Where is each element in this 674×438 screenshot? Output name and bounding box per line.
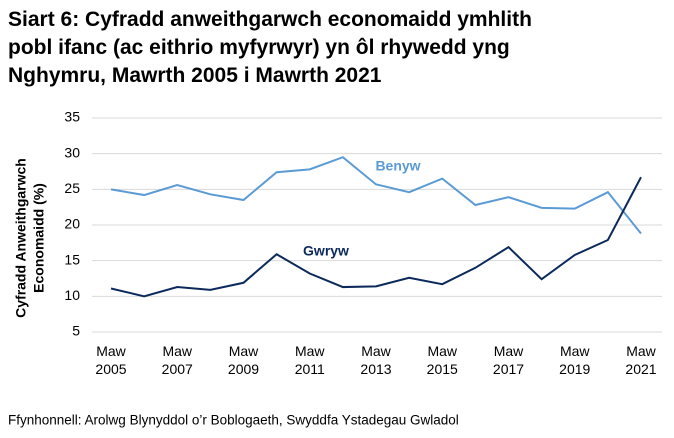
x-tick-label-line: Maw xyxy=(96,343,126,359)
x-tick-label: Maw 2019 xyxy=(559,343,590,377)
x-tick-label-line: Maw xyxy=(162,343,192,359)
x-tick-label-line: Maw xyxy=(229,343,259,359)
y-tick-label: 10 xyxy=(64,287,80,303)
x-tick-label-line: 2007 xyxy=(162,361,193,377)
x-tick-label: Maw 2005 xyxy=(95,343,126,377)
series-label: Gwryw xyxy=(303,243,349,259)
x-tick-label-line: 2011 xyxy=(295,361,325,377)
x-tick-label-line: 2019 xyxy=(559,361,590,377)
y-tick-label: 35 xyxy=(64,109,80,125)
x-tick-label-line: Maw xyxy=(427,343,457,359)
x-tick-label: Maw 2021 xyxy=(625,343,656,377)
x-tick-label: Maw 2011 xyxy=(295,343,326,377)
x-tick-label: Maw 2013 xyxy=(360,343,391,377)
series-line xyxy=(110,176,642,298)
y-tick-label: 5 xyxy=(72,323,80,339)
series-label: Benyw xyxy=(375,158,420,174)
x-tick-label-line: Maw xyxy=(626,343,656,359)
x-tick-label-line: Maw xyxy=(361,343,391,359)
x-tick-label-line: 2017 xyxy=(493,361,524,377)
x-tick-label-line: Maw xyxy=(295,343,325,359)
y-axis-label: Economaidd (%) xyxy=(31,183,47,293)
y-tick-label: 30 xyxy=(64,144,80,160)
y-tick-label: 20 xyxy=(64,216,80,232)
x-tick-label-line: Maw xyxy=(494,343,524,359)
x-tick-label-line: 2005 xyxy=(95,361,126,377)
x-tick-label: Maw 2015 xyxy=(427,343,458,377)
chart-title: Siart 6: Cyfradd anweithgarwch economaid… xyxy=(8,8,532,31)
source-note: Ffynhonnell: Arolwg Blynyddol o’r Boblog… xyxy=(8,413,459,428)
x-tick-label-line: 2015 xyxy=(427,361,458,377)
chart-title: pobl ifanc (ac eithrio myfyrwyr) yn ôl r… xyxy=(8,36,510,59)
x-tick-label: Maw 2007 xyxy=(162,343,193,377)
y-tick-label: 25 xyxy=(64,180,80,196)
series-line xyxy=(110,156,642,235)
x-tick-label-line: 2013 xyxy=(360,361,391,377)
x-tick-label-line: 2009 xyxy=(228,361,259,377)
x-tick-label: Maw 2009 xyxy=(228,343,259,377)
y-axis-label: Cyfradd Anweithgarwch xyxy=(13,158,29,318)
x-tick-label: Maw 2017 xyxy=(493,343,524,377)
chart-title: Nghymru, Mawrth 2005 i Mawrth 2021 xyxy=(8,64,382,87)
x-tick-label-line: Maw xyxy=(560,343,590,359)
y-tick-label: 15 xyxy=(64,251,80,267)
x-tick-label-line: 2021 xyxy=(625,361,656,377)
